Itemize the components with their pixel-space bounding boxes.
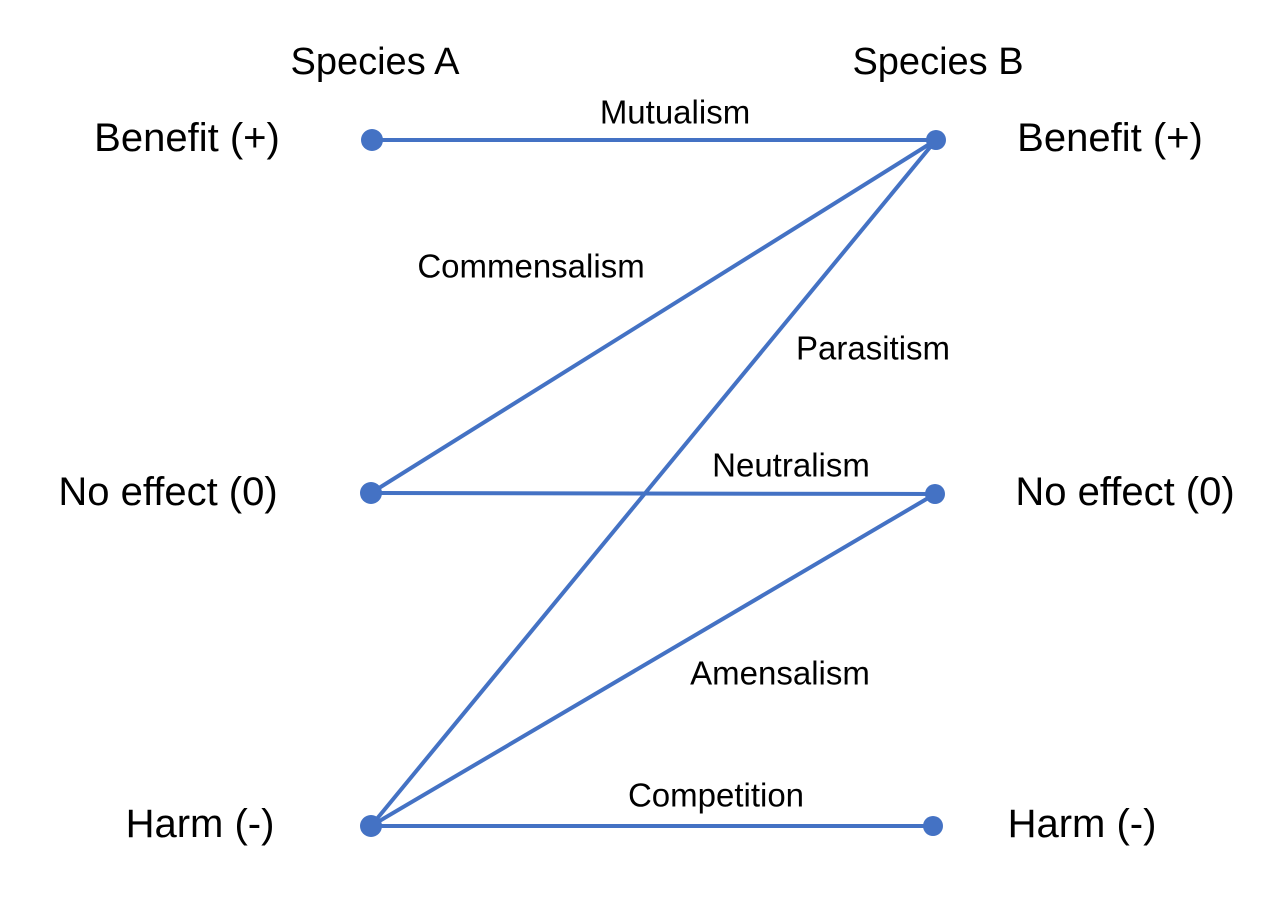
edge-parasitism xyxy=(369,138,938,828)
edge-amensalism xyxy=(369,492,937,828)
node-label-a-benefit: Benefit (+) xyxy=(94,116,280,160)
edge-label-competition: Competition xyxy=(627,776,805,814)
edge-label-amensalism: Amensalism xyxy=(690,654,870,692)
node-label-a-harm: Harm (-) xyxy=(125,802,275,846)
node-a-harm-dot xyxy=(360,815,382,837)
node-a-benefit-dot xyxy=(361,129,383,151)
edge-label-neutralism: Neutralism xyxy=(712,446,870,484)
node-b-benefit-dot xyxy=(926,130,946,150)
node-label-a-no-effect: No effect (0) xyxy=(58,470,278,514)
edge-label-commensalism: Commensalism xyxy=(417,247,645,285)
edge-label-mutualism: Mutualism xyxy=(599,93,751,131)
node-b-harm-dot xyxy=(923,816,943,836)
node-b-no-effect-dot xyxy=(925,484,945,504)
edge-commensalism xyxy=(369,138,938,495)
node-a-no-effect-dot xyxy=(360,482,382,504)
column-header-species-b: Species B xyxy=(852,41,1024,83)
node-label-b-benefit: Benefit (+) xyxy=(1017,116,1203,160)
node-label-b-no-effect: No effect (0) xyxy=(1015,470,1235,514)
edge-label-parasitism: Parasitism xyxy=(795,329,951,367)
node-label-b-harm: Harm (-) xyxy=(1007,802,1157,846)
edge-neutralism xyxy=(370,491,936,496)
column-header-species-a: Species A xyxy=(290,41,460,83)
